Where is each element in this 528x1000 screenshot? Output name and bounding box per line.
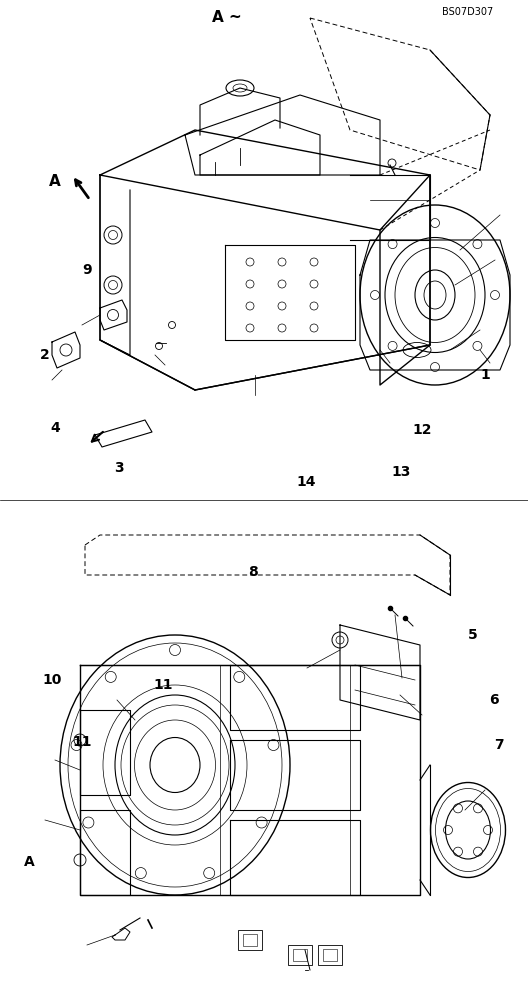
Bar	[323, 949, 337, 961]
Text: BS07D307: BS07D307	[441, 7, 493, 17]
Text: 12: 12	[413, 423, 432, 437]
Text: 6: 6	[489, 693, 498, 707]
Text: 5: 5	[468, 628, 477, 642]
Text: 1: 1	[481, 368, 491, 382]
Text: 14: 14	[297, 475, 316, 489]
Bar	[238, 930, 262, 950]
Text: 10: 10	[42, 673, 61, 687]
Text: 8: 8	[249, 565, 258, 579]
Text: A: A	[49, 174, 61, 190]
Bar	[318, 945, 342, 965]
Text: A: A	[24, 855, 34, 869]
Bar	[288, 945, 312, 965]
Text: A ~: A ~	[212, 10, 242, 25]
Text: 3: 3	[114, 461, 124, 475]
Text: 2: 2	[40, 348, 50, 362]
Text: 9: 9	[82, 263, 92, 277]
Text: 7: 7	[494, 738, 504, 752]
Text: 11: 11	[72, 735, 91, 749]
Text: 11: 11	[154, 678, 173, 692]
Text: 13: 13	[392, 465, 411, 479]
Bar	[243, 934, 257, 946]
Bar	[293, 949, 307, 961]
Text: 4: 4	[51, 421, 60, 435]
